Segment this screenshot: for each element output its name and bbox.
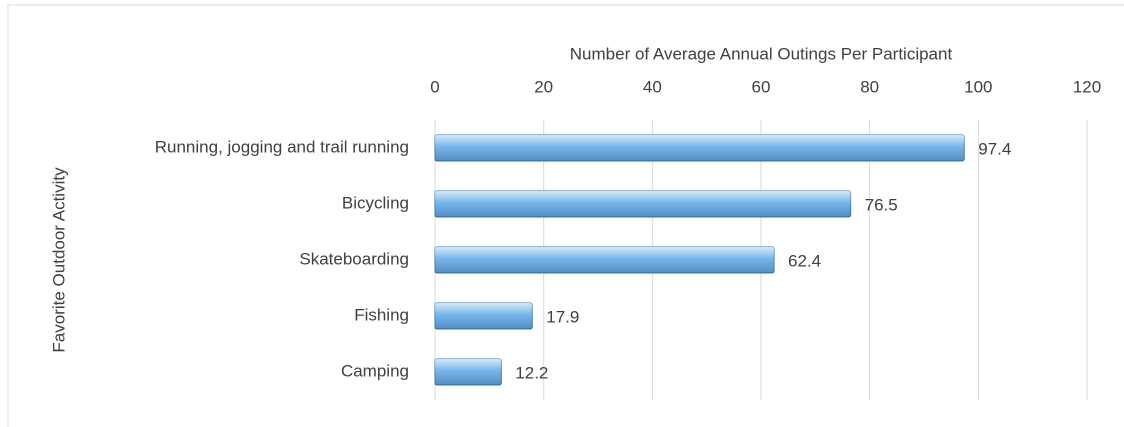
y-tick-label: Bicycling [342,193,409,212]
value-label: 17.9 [546,307,579,326]
y-tick-label: Camping [341,361,409,380]
bar [434,358,502,386]
x-tick-label: 0 [430,77,439,96]
x-tick-label: 60 [752,77,771,96]
value-label: 62.4 [788,251,821,270]
x-axis-title: Number of Average Annual Outings Per Par… [570,44,953,63]
x-tick-label: 100 [964,77,992,96]
y-tick-label: Running, jogging and trail running [155,137,409,156]
value-label: 76.5 [865,195,898,214]
bar [434,302,533,330]
bar [434,134,965,162]
x-tick-label: 20 [534,77,553,96]
bar [434,246,775,274]
y-axis-title: Favorite Outdoor Activity [49,167,68,353]
value-label: 12.2 [515,363,548,382]
y-tick-label: Fishing [354,305,409,324]
x-tick-label: 40 [643,77,662,96]
y-tick-label: Skateboarding [299,249,409,268]
chart-frame [7,4,1124,427]
x-tick-label: 120 [1073,77,1101,96]
x-tick-label: 80 [860,77,879,96]
bar [434,190,852,218]
value-label: 97.4 [978,139,1011,158]
